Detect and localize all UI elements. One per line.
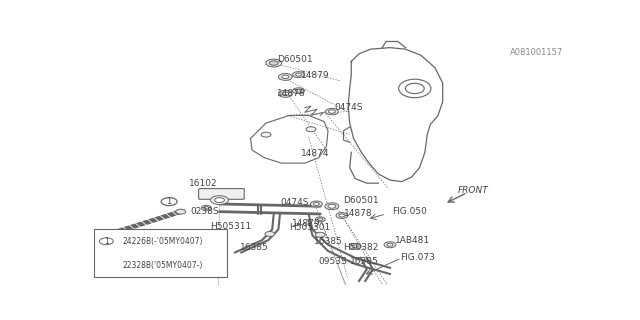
Text: 0474S: 0474S (334, 103, 363, 112)
Ellipse shape (405, 83, 424, 94)
Text: 1AB481: 1AB481 (395, 236, 430, 244)
Circle shape (214, 198, 225, 203)
Circle shape (261, 132, 271, 137)
Text: 1: 1 (166, 197, 172, 206)
Text: 0953S: 0953S (318, 257, 347, 266)
Circle shape (316, 232, 325, 237)
Text: 22328B('05MY0407-): 22328B('05MY0407-) (123, 261, 203, 270)
Text: 24226B(-'05MY0407): 24226B(-'05MY0407) (123, 237, 204, 246)
Text: 16385: 16385 (349, 257, 378, 266)
Bar (94, 229, 227, 277)
Circle shape (384, 242, 396, 248)
Circle shape (310, 201, 323, 207)
Text: 16385: 16385 (239, 243, 268, 252)
Text: 14878: 14878 (344, 210, 372, 219)
Ellipse shape (399, 79, 431, 98)
Circle shape (292, 88, 305, 94)
Circle shape (278, 74, 292, 80)
Text: FIG.050: FIG.050 (392, 207, 428, 216)
Circle shape (211, 196, 228, 204)
FancyBboxPatch shape (198, 188, 244, 199)
Circle shape (314, 203, 319, 205)
Circle shape (336, 212, 348, 219)
Text: 14878: 14878 (277, 89, 305, 98)
Circle shape (306, 127, 316, 132)
Text: 0238S: 0238S (190, 207, 219, 216)
Circle shape (296, 73, 301, 76)
Circle shape (387, 243, 393, 246)
Text: 1: 1 (104, 237, 109, 246)
Text: 0474S: 0474S (280, 198, 308, 207)
Text: 16385: 16385 (314, 237, 343, 246)
Text: 14879: 14879 (301, 71, 330, 80)
Text: 14879: 14879 (292, 219, 320, 228)
Circle shape (202, 205, 211, 210)
Text: 16102: 16102 (189, 179, 217, 188)
Text: D60501: D60501 (344, 196, 379, 204)
Circle shape (176, 209, 186, 214)
Circle shape (339, 214, 345, 217)
Circle shape (282, 75, 289, 79)
Circle shape (265, 231, 275, 236)
Circle shape (328, 110, 335, 113)
Text: H505301: H505301 (289, 222, 330, 232)
Text: FIG.073: FIG.073 (400, 253, 435, 262)
Text: A081001157: A081001157 (510, 48, 564, 57)
Text: H505311: H505311 (210, 222, 252, 231)
Text: H50382: H50382 (344, 243, 379, 252)
Circle shape (325, 203, 339, 210)
Circle shape (318, 218, 323, 220)
Circle shape (99, 238, 113, 245)
Circle shape (266, 59, 282, 67)
Circle shape (278, 90, 292, 97)
Text: FRONT: FRONT (458, 186, 489, 195)
Text: D60501: D60501 (277, 55, 312, 64)
Circle shape (316, 217, 325, 222)
Circle shape (269, 61, 278, 65)
Text: 14874: 14874 (301, 149, 330, 158)
Circle shape (349, 243, 361, 249)
Circle shape (328, 204, 336, 208)
Circle shape (352, 245, 358, 248)
Circle shape (204, 207, 209, 209)
Circle shape (325, 108, 339, 115)
Circle shape (161, 198, 177, 205)
Circle shape (292, 72, 305, 77)
Circle shape (282, 92, 289, 96)
Circle shape (296, 89, 301, 92)
